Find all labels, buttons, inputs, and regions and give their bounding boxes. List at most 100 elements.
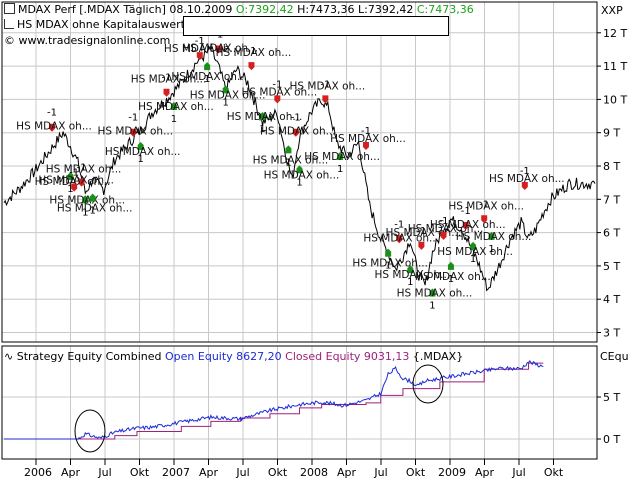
price-tick-label: 12 T	[603, 27, 627, 40]
annotations	[74, 364, 444, 453]
signal-count: 1	[171, 114, 177, 125]
signal-count: -1	[291, 113, 301, 124]
signal-label: HS MDAX oh...	[253, 154, 329, 166]
signal-label: HS MDAX oh...	[363, 232, 439, 244]
price-tick-label: 4 T	[603, 293, 620, 306]
signal-label: HS MDAX oh...	[430, 219, 506, 231]
signal-count: -1	[439, 216, 449, 227]
signal-label: HS MDAX oh...	[182, 42, 258, 54]
close-value: C:7473,36	[416, 3, 474, 16]
signal-sell: -1HS MDAX oh...	[448, 199, 524, 224]
website-header: © www.tradesignalonline.com	[4, 34, 170, 47]
signal-label: HS MDAX oh...	[415, 271, 491, 283]
buy-arrow	[89, 193, 96, 202]
x-tick-label: 2008	[300, 466, 328, 479]
signal-sell: -1HS MDAX oh...	[489, 166, 565, 190]
x-tick-label: 2006	[24, 466, 52, 479]
signal-label: HS MDAX oh...	[448, 200, 524, 212]
signal-count: 1	[448, 274, 454, 285]
signal-count: 1	[285, 157, 291, 168]
signal-label: HS MDAX oh...	[35, 176, 111, 188]
signal-label: HS MDAX oh...	[216, 47, 292, 59]
signal-count: -1	[461, 206, 471, 217]
sell-arrow	[440, 231, 447, 240]
buy-arrow	[137, 142, 144, 151]
signal-count: -1	[69, 168, 79, 179]
x-tick-label: Jul	[97, 466, 111, 479]
price-panel-grid	[2, 2, 597, 342]
buy-arrow	[337, 152, 344, 161]
price-panel-header: MDAX Perf [.MDAX Täglich] 08.10.2009 O:7…	[4, 3, 474, 16]
equity-series	[4, 360, 544, 440]
signal-label: HS MDAX oh...	[227, 111, 303, 123]
x-tick-label: 2009	[438, 466, 466, 479]
signal-label: HS MDAX oh...	[190, 89, 266, 101]
equity-symbol: {.MDAX}	[412, 350, 464, 363]
buy-arrow	[222, 85, 229, 94]
sell-arrow	[78, 178, 85, 187]
signal-label: HS MDAX oh...	[97, 126, 173, 138]
open-equity-label: Open Equity 8627,20	[165, 350, 282, 363]
x-tick-label: 2007	[162, 466, 190, 479]
sell-arrow	[215, 45, 222, 54]
signal-sell: -1HS MDAX oh...	[330, 126, 406, 151]
sell-arrow	[248, 62, 255, 71]
annotation-input[interactable]	[183, 16, 449, 36]
signal-count: -1	[272, 79, 282, 90]
signal-label: HS MDAX oh...	[397, 288, 473, 300]
signal-count: 1	[259, 124, 265, 135]
signal-count: 1	[67, 184, 73, 195]
signal-count: 1	[470, 254, 476, 265]
sell-arrow	[292, 128, 299, 137]
sell-arrow	[49, 123, 56, 132]
panel-menu-icon[interactable]	[4, 3, 15, 14]
signal-count: -1	[520, 166, 530, 177]
signal-label: HS MDAX oh...	[374, 269, 450, 281]
signal-label: HS MDAX oh...	[57, 203, 133, 215]
signal-count: -1	[416, 226, 426, 237]
high-value: H:7473,36	[297, 3, 355, 16]
signal-count: 1	[429, 301, 435, 312]
signal-count: 1	[89, 206, 95, 217]
x-tick-label: Apr	[475, 466, 495, 479]
buy-arrow	[285, 145, 292, 154]
instrument-label: MDAX Perf [.MDAX Täglich] 08.10.2009	[18, 3, 233, 16]
signal-buy: 1HS MDAX oh...	[35, 171, 111, 195]
signal-buy: 1HS MDAX oh...	[374, 265, 450, 288]
x-tick-label: Jul	[511, 466, 525, 479]
sell-arrow	[322, 95, 329, 104]
signal-buy: 1HS MDAX oh...	[57, 193, 133, 217]
buy-arrow	[67, 171, 74, 180]
signal-count: -1	[320, 79, 330, 90]
signal-label: HS MDAX oh...	[131, 74, 207, 86]
signal-count: 1	[204, 74, 210, 85]
signal-buy: 1HS MDAX oh...	[304, 151, 380, 175]
strategy-name: HS MDAX ohne Kapitalauswertung	[17, 18, 206, 31]
trade-signals: -1HS MDAX oh...1HS MDAX oh...-1HS MDAX o…	[16, 29, 564, 311]
x-tick-label: Okt	[268, 466, 288, 479]
website-label: © www.tradesignalonline.com	[4, 34, 171, 47]
buy-arrow	[407, 265, 414, 274]
signal-sell: -1HS MDAX oh...	[16, 108, 92, 133]
signal-sell: -1HS MDAX oh...	[430, 206, 506, 231]
signal-sell: -1HS MDAX oh...	[131, 73, 207, 97]
price-tick-label: 8 T	[603, 160, 620, 173]
signal-sell: -1HS MDAX oh...	[46, 163, 121, 187]
buy-arrow	[259, 112, 266, 121]
sell-arrow	[274, 95, 281, 104]
signal-count: -1	[47, 108, 57, 119]
signal-label: HS MDAX oh...	[290, 80, 366, 92]
equity-icon: ∿	[4, 350, 14, 363]
signal-buy: 1HS MDAX oh...	[105, 142, 181, 165]
signal-label: HS MDAX oh...	[264, 169, 340, 181]
closed-equity-line	[4, 362, 544, 440]
signal-count: -1	[361, 126, 371, 137]
buy-arrow	[488, 231, 495, 240]
highlight-ellipse-2006	[74, 409, 106, 453]
signal-label: HS MDAX oh...	[456, 231, 532, 243]
signal-label: HS MDAX oh...	[49, 194, 125, 206]
open-value: O:7392,42	[235, 3, 294, 16]
signal-count: -1	[195, 36, 205, 47]
signal-buy: 1HS MDAX oh...	[227, 111, 303, 135]
